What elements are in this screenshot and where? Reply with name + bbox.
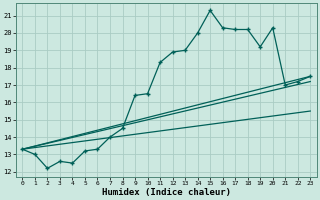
X-axis label: Humidex (Indice chaleur): Humidex (Indice chaleur) bbox=[102, 188, 231, 197]
